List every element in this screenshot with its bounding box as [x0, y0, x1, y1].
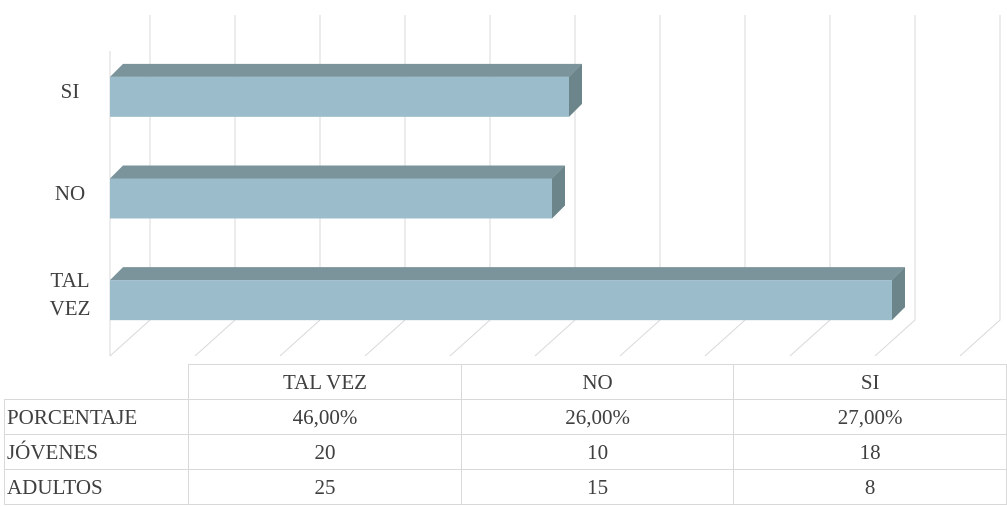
- bar: [110, 63, 582, 117]
- bar-front: [110, 280, 892, 321]
- grid-line: [959, 15, 1001, 357]
- bar-top: [110, 63, 582, 77]
- column-header: SI: [733, 364, 1007, 400]
- row-label: PORCENTAJE: [3, 399, 190, 435]
- bar-front: [110, 178, 552, 219]
- bar-side: [892, 267, 905, 321]
- table-header: TAL VEZ NO SI: [4, 364, 1007, 400]
- row-label: JÓVENES: [3, 434, 190, 470]
- table-corner: [4, 364, 190, 400]
- y-tick-label: TAL VEZ: [49, 268, 91, 321]
- row-label: ADULTOS: [3, 469, 190, 505]
- bar-top: [110, 267, 905, 281]
- table-row: ADULTOS 25 15 8: [3, 469, 1007, 505]
- table-cell: 10: [460, 434, 735, 470]
- table-cell: 27,00%: [733, 399, 1007, 435]
- bar: [110, 267, 905, 321]
- column-header: TAL VEZ: [188, 364, 462, 400]
- table-cell: 18: [733, 434, 1007, 470]
- bar: [110, 165, 565, 219]
- table-cell: 46,00%: [188, 399, 462, 435]
- table-cell: 20: [188, 434, 462, 470]
- data-table: TAL VEZ NO SI PORCENTAJE 46,00% 26,00% 27,00% J…: [3, 364, 1007, 505]
- y-tick-label: NO: [54, 180, 86, 205]
- table-cell: 26,00%: [460, 399, 735, 435]
- bar-side: [552, 165, 565, 219]
- column-header: NO: [460, 364, 735, 400]
- table-cell: 8: [733, 469, 1007, 505]
- table-row: PORCENTAJE 46,00% 26,00% 27,00%: [3, 399, 1007, 435]
- bar-top: [110, 165, 565, 179]
- table-row: JÓVENES 20 10 18: [3, 434, 1007, 470]
- table-cell: 25: [188, 469, 462, 505]
- bar-front: [110, 76, 569, 117]
- y-tick-label: SI: [60, 78, 80, 103]
- bar-side: [569, 63, 582, 117]
- table-cell: 15: [460, 469, 735, 505]
- grid-line: [874, 15, 916, 357]
